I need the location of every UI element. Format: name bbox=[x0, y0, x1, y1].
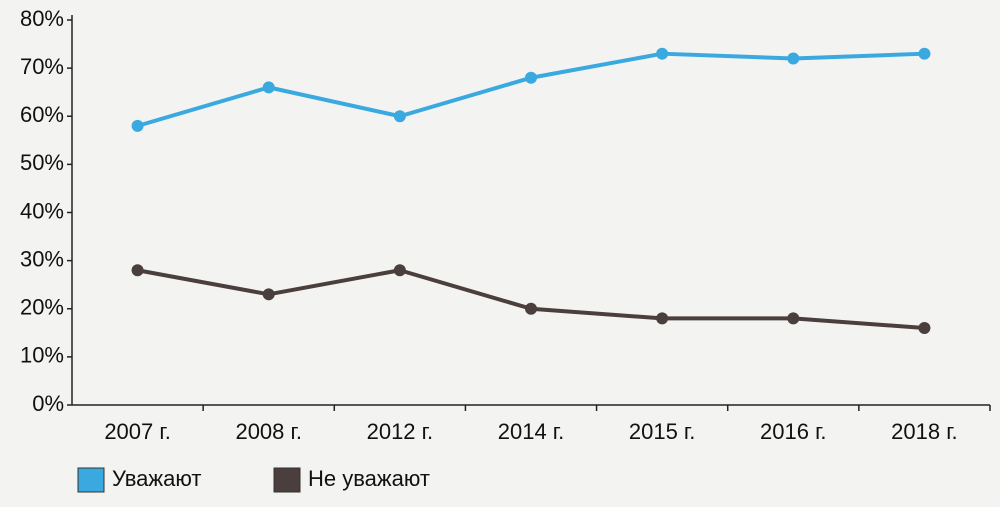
point bbox=[393, 264, 406, 277]
y-tick-label: 60% bbox=[20, 102, 64, 127]
y-tick-label: 0% bbox=[32, 391, 64, 416]
point bbox=[787, 52, 800, 65]
point bbox=[918, 322, 931, 334]
point bbox=[918, 47, 931, 60]
point bbox=[262, 288, 275, 301]
point bbox=[393, 110, 406, 123]
x-tick-label: 2016 г. bbox=[760, 419, 827, 444]
y-tick-label: 30% bbox=[20, 246, 64, 271]
point bbox=[131, 119, 144, 132]
legend-label: Не уважают bbox=[308, 466, 430, 491]
x-tick-label: 2014 г. bbox=[498, 419, 565, 444]
x-tick-label: 2007 г. bbox=[104, 419, 171, 444]
x-tick-label: 2012 г. bbox=[367, 419, 434, 444]
point bbox=[656, 47, 669, 60]
y-tick-label: 40% bbox=[20, 198, 64, 223]
legend-swatch bbox=[273, 467, 301, 493]
legend-swatch bbox=[77, 467, 105, 493]
point bbox=[525, 302, 537, 315]
x-tick-label: 2018 г. bbox=[891, 419, 958, 444]
y-tick-label: 10% bbox=[20, 343, 64, 368]
point bbox=[525, 71, 537, 84]
y-tick-label: 20% bbox=[20, 295, 64, 320]
x-tick-label: 2008 г. bbox=[235, 419, 302, 444]
point bbox=[787, 312, 800, 325]
legend-label: Уважают bbox=[112, 466, 201, 491]
point bbox=[131, 264, 144, 277]
x-tick-label: 2015 г. bbox=[629, 419, 696, 444]
y-tick-label: 50% bbox=[20, 150, 64, 175]
point bbox=[262, 81, 275, 94]
y-tick-label: 70% bbox=[20, 54, 64, 79]
point bbox=[656, 312, 669, 325]
y-tick-label: 80% bbox=[20, 6, 64, 31]
